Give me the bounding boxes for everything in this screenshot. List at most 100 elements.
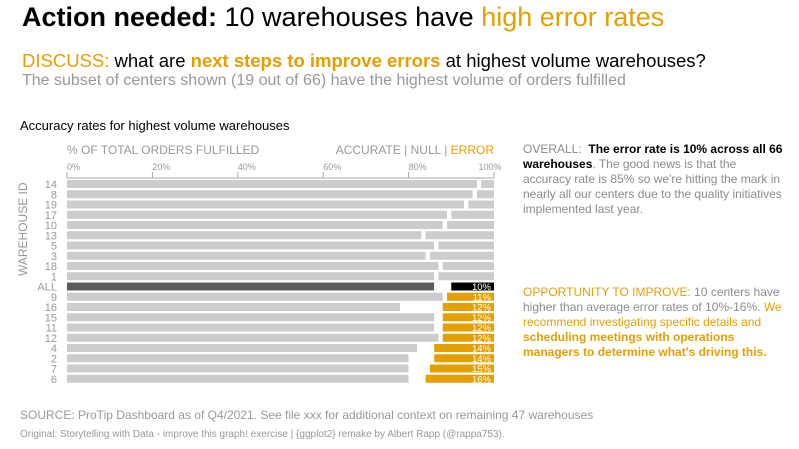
error-data-label: 12% — [472, 303, 492, 314]
page-title: Action needed: 10 warehouses have high e… — [22, 2, 664, 33]
y-tick-label: 11 — [46, 323, 57, 335]
y-tick-label: 12 — [45, 333, 57, 345]
x-tick-label: 100% — [478, 162, 501, 172]
bar-null — [438, 262, 443, 270]
x-axis-label: % OF TOTAL ORDERS FULFILLED — [67, 143, 260, 157]
overall-lead: OVERALL: — [523, 142, 582, 156]
opportunity-p2: We recommend investigating specific deta… — [523, 300, 782, 329]
y-tick-label: 7 — [51, 364, 57, 376]
y-tick-label: 13 — [45, 230, 57, 242]
error-data-label: 14% — [472, 354, 492, 365]
bar-error — [429, 251, 494, 260]
bar-error — [434, 354, 494, 363]
bar-accurate — [67, 180, 477, 188]
discuss-tag: DISCUSS: — [22, 50, 110, 71]
bar-error — [451, 282, 494, 291]
x-tick-label: 60% — [323, 162, 341, 172]
y-axis-label: WAREHOUSE ID — [16, 182, 30, 276]
bar-null — [442, 292, 448, 301]
bar-accurate — [67, 354, 409, 363]
bar-null — [408, 354, 435, 363]
bar-accurate — [67, 221, 443, 229]
bar-accurate — [67, 364, 409, 373]
bar-null — [447, 210, 452, 219]
y-tick-label: 4 — [51, 343, 57, 355]
y-tick-label: 16 — [45, 302, 57, 314]
bar-error — [438, 272, 494, 281]
y-tick-label: 5 — [51, 241, 57, 253]
y-tick-label: 2 — [51, 353, 57, 365]
bar-error — [425, 231, 494, 240]
overall-rest: . The good news is that the accuracy rat… — [523, 157, 782, 216]
y-tick-label: 3 — [51, 251, 57, 263]
bar-null — [400, 303, 443, 311]
bar-null — [434, 241, 439, 250]
bar-null — [417, 344, 435, 352]
bar-null — [434, 272, 439, 281]
y-tick-label: 15 — [45, 312, 57, 324]
y-tick-label: 19 — [45, 200, 57, 212]
bar-null — [438, 333, 443, 342]
x-tick-label: 0% — [67, 162, 80, 172]
x-tick-label: 80% — [409, 162, 427, 172]
bar-error — [429, 364, 494, 373]
legend-sep2: | — [441, 143, 451, 157]
bar-accurate — [67, 313, 435, 322]
overall-bold: The error rate is 10% across all 66 ware… — [523, 142, 783, 171]
bar-accurate — [67, 282, 435, 291]
bar-error — [476, 190, 494, 199]
bar-null — [421, 231, 426, 240]
bar-accurate — [67, 200, 465, 209]
bar-error — [425, 374, 494, 383]
bar-accurate — [67, 374, 409, 383]
error-data-label: 12% — [472, 313, 492, 324]
subtitle: The subset of centers shown (19 out of 6… — [22, 72, 626, 89]
y-tick-label: 8 — [51, 189, 57, 201]
legend: ACCURATE | NULL | ERROR — [336, 143, 495, 157]
bar-error — [442, 333, 494, 342]
legend-null: NULL — [411, 143, 442, 157]
bar-null — [476, 180, 482, 188]
error-data-label: 10% — [472, 282, 492, 293]
title-mid: 10 warehouses have — [217, 2, 482, 32]
stacked-bar-chart: % OF TOTAL ORDERS FULFILLED ACCURATE | NU… — [16, 143, 502, 386]
opportunity-p1: 10 centers have higher than average erro… — [523, 285, 780, 314]
bar-error — [434, 344, 494, 352]
bar-null — [425, 251, 430, 260]
bar-null — [434, 282, 452, 291]
x-tick-label: 20% — [152, 162, 170, 172]
bar-accurate — [67, 210, 448, 219]
bar-accurate — [67, 303, 401, 311]
bar-error — [447, 221, 494, 229]
y-tick-label: 17 — [45, 210, 57, 222]
bar-null — [442, 221, 448, 229]
error-data-label: 11% — [473, 292, 492, 303]
bar-error — [468, 200, 494, 209]
opportunity-p3: scheduling meetings with operations mana… — [523, 330, 767, 359]
bar-null — [434, 323, 443, 332]
error-data-label: 12% — [472, 333, 492, 344]
y-tick-label: ALL — [37, 282, 57, 294]
y-tick-label: 1 — [51, 271, 57, 283]
legend-sep1: | — [401, 143, 411, 157]
bar-error — [438, 241, 494, 250]
bar-error — [442, 303, 494, 311]
bar-accurate — [67, 323, 435, 332]
bar-accurate — [67, 333, 439, 342]
error-data-label: 12% — [472, 323, 492, 334]
bar-accurate — [67, 272, 435, 281]
overall-note: OVERALL: The error rate is 10% across al… — [523, 142, 785, 217]
source-note: SOURCE: ProTip Dashboard as of Q4/2021. … — [20, 408, 594, 422]
y-tick-label: 18 — [45, 261, 57, 273]
title-highlight: high error rates — [481, 2, 665, 32]
y-tick-label: 6 — [51, 374, 57, 386]
bar-error — [447, 292, 494, 301]
bar-error — [442, 323, 494, 332]
bar-error — [481, 180, 494, 188]
bar-error — [442, 262, 494, 270]
opportunity-lead: OPPORTUNITY TO IMPROVE: — [523, 285, 691, 299]
x-tick-label: 40% — [238, 162, 256, 172]
credit-note: Original: Storytelling with Data - impro… — [20, 429, 505, 440]
bar-null — [408, 364, 430, 373]
bar-accurate — [67, 251, 426, 260]
